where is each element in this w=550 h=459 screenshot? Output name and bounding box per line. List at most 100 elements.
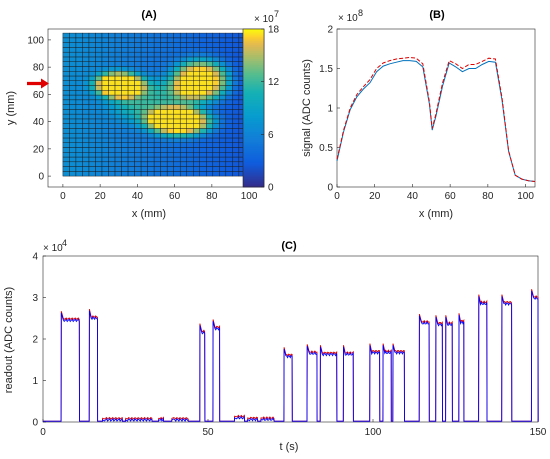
heatmap-cell xyxy=(147,32,155,39)
heatmap-cell xyxy=(160,70,168,77)
colorbar-swatch xyxy=(243,119,264,123)
heatmap-cell xyxy=(179,128,187,134)
heatmap-cell xyxy=(108,156,116,163)
y-tick-label: 60 xyxy=(33,90,45,101)
heatmap-cell xyxy=(179,75,187,81)
heatmap-cell xyxy=(82,56,90,62)
heatmap-cell xyxy=(69,42,77,48)
heatmap-cell xyxy=(173,161,181,167)
heatmap-cell xyxy=(179,104,187,110)
heatmap-cell xyxy=(82,85,90,91)
heatmap-cell xyxy=(114,51,122,58)
heatmap-cell xyxy=(88,166,96,172)
y-tick-label: 0 xyxy=(38,172,44,183)
panel-c-multiplier: × 10 xyxy=(43,243,63,254)
colorbar-swatch xyxy=(243,157,264,160)
colorbar-swatch xyxy=(243,29,264,32)
heatmap-cell xyxy=(206,37,214,43)
heatmap-cell xyxy=(186,113,194,120)
heatmap-cell xyxy=(225,42,233,48)
heatmap-cell xyxy=(88,147,96,153)
heatmap-cell xyxy=(62,132,70,139)
heatmap-cell xyxy=(153,90,161,96)
heatmap-cell xyxy=(186,37,194,43)
heatmap-cell xyxy=(134,166,142,172)
heatmap-cell xyxy=(173,37,181,43)
heatmap-cell xyxy=(193,161,200,167)
heatmap-cell xyxy=(193,61,200,67)
heatmap-cell xyxy=(179,99,187,105)
heatmap-cell xyxy=(88,94,96,101)
colorbar-swatch xyxy=(243,88,264,91)
heatmap-cell xyxy=(140,80,148,86)
heatmap-cell xyxy=(166,156,174,163)
heatmap-cell xyxy=(166,51,174,58)
heatmap-cell xyxy=(88,132,96,139)
heatmap-cell xyxy=(212,166,220,172)
heatmap-cell xyxy=(108,66,116,72)
heatmap-cell xyxy=(173,56,181,62)
heatmap-cell xyxy=(219,75,227,81)
heatmap-cell xyxy=(95,32,103,39)
heatmap-cell xyxy=(114,66,122,72)
heatmap-cell xyxy=(153,123,161,129)
heatmap-cell xyxy=(95,37,103,43)
colorbar-swatch xyxy=(243,66,264,69)
colorbar-swatch xyxy=(243,92,264,95)
heatmap-cell xyxy=(232,161,240,167)
heatmap-cell xyxy=(101,137,109,143)
heatmap-cell xyxy=(140,132,148,139)
heatmap-cell xyxy=(173,94,181,101)
heatmap-cell xyxy=(160,113,168,120)
colorbar-swatch xyxy=(243,86,264,89)
heatmap-cell xyxy=(179,70,187,77)
heatmap-cell xyxy=(232,66,240,72)
colorbar-tick-label: 0 xyxy=(268,183,274,194)
heatmap-cell xyxy=(225,118,233,124)
heatmap-cell xyxy=(95,99,103,105)
heatmap-cell xyxy=(193,56,200,62)
heatmap-cell xyxy=(101,152,109,158)
heatmap-cell xyxy=(108,32,116,39)
heatmap-cell xyxy=(88,171,96,177)
colorbar-swatch xyxy=(243,40,264,44)
heatmap-cell xyxy=(101,128,109,134)
heatmap-cell xyxy=(134,104,142,110)
heatmap-cell xyxy=(69,123,77,129)
heatmap-cell xyxy=(186,161,194,167)
heatmap-cell xyxy=(127,85,135,91)
x-tick-label: 80 xyxy=(206,191,218,202)
heatmap-cell xyxy=(193,104,200,110)
colorbar-swatch xyxy=(243,155,264,158)
heatmap-cell xyxy=(114,123,122,129)
heatmap-cell xyxy=(193,66,200,72)
heatmap-cell xyxy=(69,128,77,134)
heatmap-cell xyxy=(121,42,129,48)
heatmap-cell xyxy=(153,66,161,72)
heatmap-cell xyxy=(219,171,227,177)
heatmap-cell xyxy=(219,51,227,58)
heatmap-cell xyxy=(219,142,227,148)
panel-c-ylabel: readout (ADC counts) xyxy=(3,287,15,393)
heatmap-cell xyxy=(88,99,96,105)
heatmap-cell xyxy=(193,99,200,105)
panel-a-xlabel: x (mm) xyxy=(132,208,166,220)
heatmap-cell xyxy=(147,94,155,101)
colorbar-swatch xyxy=(243,129,264,133)
heatmap-cell xyxy=(88,61,96,67)
heatmap-cell xyxy=(147,99,155,105)
colorbar-swatch xyxy=(243,70,264,73)
heatmap-cell xyxy=(95,128,103,134)
heatmap-cell xyxy=(160,85,168,91)
heatmap-cell xyxy=(225,56,233,62)
heatmap-cell xyxy=(75,99,83,105)
panel-b-series xyxy=(336,56,536,182)
heatmap-cell xyxy=(82,66,90,72)
heatmap-cell xyxy=(225,94,233,101)
heatmap-cell xyxy=(127,70,135,77)
heatmap-cell xyxy=(147,47,155,53)
heatmap-cell xyxy=(82,75,90,81)
heatmap-cell xyxy=(95,85,103,91)
